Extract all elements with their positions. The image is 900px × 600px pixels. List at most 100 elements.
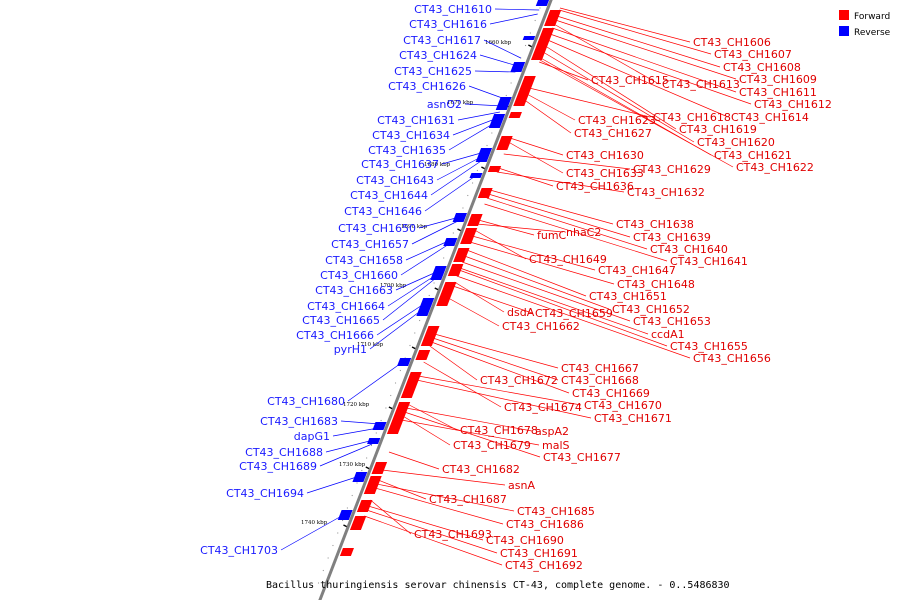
forward-leader-line [559,9,712,55]
forward-gene-label: CT43_CH1690 [486,534,564,547]
forward-gene-label: CT43_CH1672 [480,374,558,387]
minor-tick [351,494,353,497]
legend-forward-swatch [839,10,849,20]
forward-leader-line [464,255,610,310]
forward-gene-label: CT43_CH1612 [754,98,832,111]
forward-gene-label: CT43_CH1622 [736,161,814,174]
forward-leader-line [539,59,734,168]
forward-gene-feature [436,282,457,306]
reverse-gene-label: CT43_CH1683 [260,415,338,428]
forward-gene-label: CT43_CH1615 [591,74,669,87]
reverse-gene-feature [397,358,412,366]
reverse-gene-label: CT43_CH1625 [394,65,472,78]
reverse-leader-line [479,54,518,67]
minor-tick [443,257,445,259]
forward-gene-label: CT43_CH1647 [598,264,676,277]
forward-gene-label: CT43_CH1685 [517,505,595,518]
forward-gene-feature [371,462,388,474]
forward-leader-line [375,487,504,525]
forward-leader-line [381,469,506,486]
reverse-leader-line [483,39,521,59]
forward-leader-line [478,219,535,236]
reverse-leader-line [400,243,450,276]
minor-tick [366,457,368,459]
forward-gene-label: CT43_CH1653 [633,315,711,328]
forward-gene-label: CT43_CH1641 [670,255,748,268]
forward-gene-label: CT43_CH1674 [504,401,582,414]
forward-gene-label: CT43_CH1669 [572,387,650,400]
reverse-gene-label: pyrH1 [334,343,367,356]
reverse-gene-label: CT43_CH1637 [361,158,439,171]
reverse-gene-label: asnO2 [427,98,462,111]
forward-leader-line [368,505,484,541]
forward-leader-line [405,407,533,432]
reverse-leader-line [376,301,427,336]
minor-tick [539,7,541,9]
forward-leader-line [552,27,737,93]
minor-tick [428,294,430,297]
forward-gene-label: CT43_CH1609 [739,73,817,86]
forward-gene-label: ccdA1 [651,328,685,341]
forward-gene-label: CT43_CH1659 [535,307,613,320]
forward-leader-line [431,341,570,394]
forward-gene-label: CT43_CH1693 [414,528,492,541]
forward-leader-line [469,241,615,285]
forward-gene-feature [513,76,536,106]
forward-leader-line [404,411,541,458]
forward-gene-label: CT43_CH1662 [502,320,580,333]
tick-label: 1660 kbp [485,40,512,46]
reverse-gene-label: CT43_CH1644 [350,189,428,202]
reverse-leader-line [395,270,439,291]
tick-label: 1730 kbp [339,462,366,468]
minor-tick [491,132,493,134]
minor-tick [375,432,377,434]
tick-marks: 1660 kbp 1670 kbp 1680 kbp 1690 kbp 1700 kbp… [301,7,541,584]
reverse-leader-line [340,420,380,425]
reverse-gene-label: dapG1 [294,430,330,443]
forward-gene-feature [544,10,562,26]
reverse-gene-label: CT43_CH1680 [267,395,345,408]
forward-gene-label: CT43_CH1608 [723,61,801,74]
minor-tick [534,19,536,22]
forward-leader-line [434,333,559,369]
reverse-gene-label: CT43_CH1624 [399,49,477,62]
forward-gene-label: CT43_CH1678 [460,424,538,437]
minor-tick [399,369,401,372]
reverse-leader-line [474,70,516,73]
forward-leader-line [458,269,668,347]
minor-tick [452,232,454,234]
forward-leader-line [402,415,451,446]
reverse-gene-label: CT43_CH1703 [200,544,278,557]
forward-gene-label: CT43_CH1613 [662,78,740,91]
reverse-leader-line [280,513,346,551]
reverse-gene-feature [535,0,550,6]
minor-tick [524,44,527,47]
forward-gene-label: CT43_CH1614 [731,111,809,124]
reverse-gene-label: CT43_CH1689 [239,460,317,473]
forward-leader-line [474,229,527,260]
reverse-gene-label: CT43_CH1634 [372,129,450,142]
forward-gene-feature [508,112,522,118]
forward-gene-label: CT43_CH1636 [556,180,634,193]
reverse-gene-label: CT43_CH1657 [331,238,409,251]
forward-gene-feature [453,248,470,262]
forward-gene-feature [467,214,483,226]
reverse-leader-line [369,307,425,350]
reverse-gene-label: CT43_CH1616 [409,18,487,31]
forward-leader-line [555,19,737,80]
forward-gene-label: CT43_CH1627 [574,127,652,140]
forward-gene-feature [400,372,422,398]
reverse-leader-line [411,220,459,245]
forward-gene-label: CT43_CH1649 [529,253,607,266]
reverse-leader-line [436,155,484,181]
reverse-gene-label: CT43_CH1658 [325,254,403,267]
forward-gene-label: CT43_CH1640 [650,243,728,256]
legend-reverse-swatch [839,26,849,36]
reverse-gene-label: CT43_CH1646 [344,205,422,218]
reverse-gene-label: CT43_CH1694 [226,487,304,500]
minor-tick [529,32,531,34]
reverse-gene-feature [452,213,468,222]
forward-gene-label: CT43_CH1632 [627,186,705,199]
forward-leader-line [418,375,582,406]
minor-tick [337,532,339,534]
